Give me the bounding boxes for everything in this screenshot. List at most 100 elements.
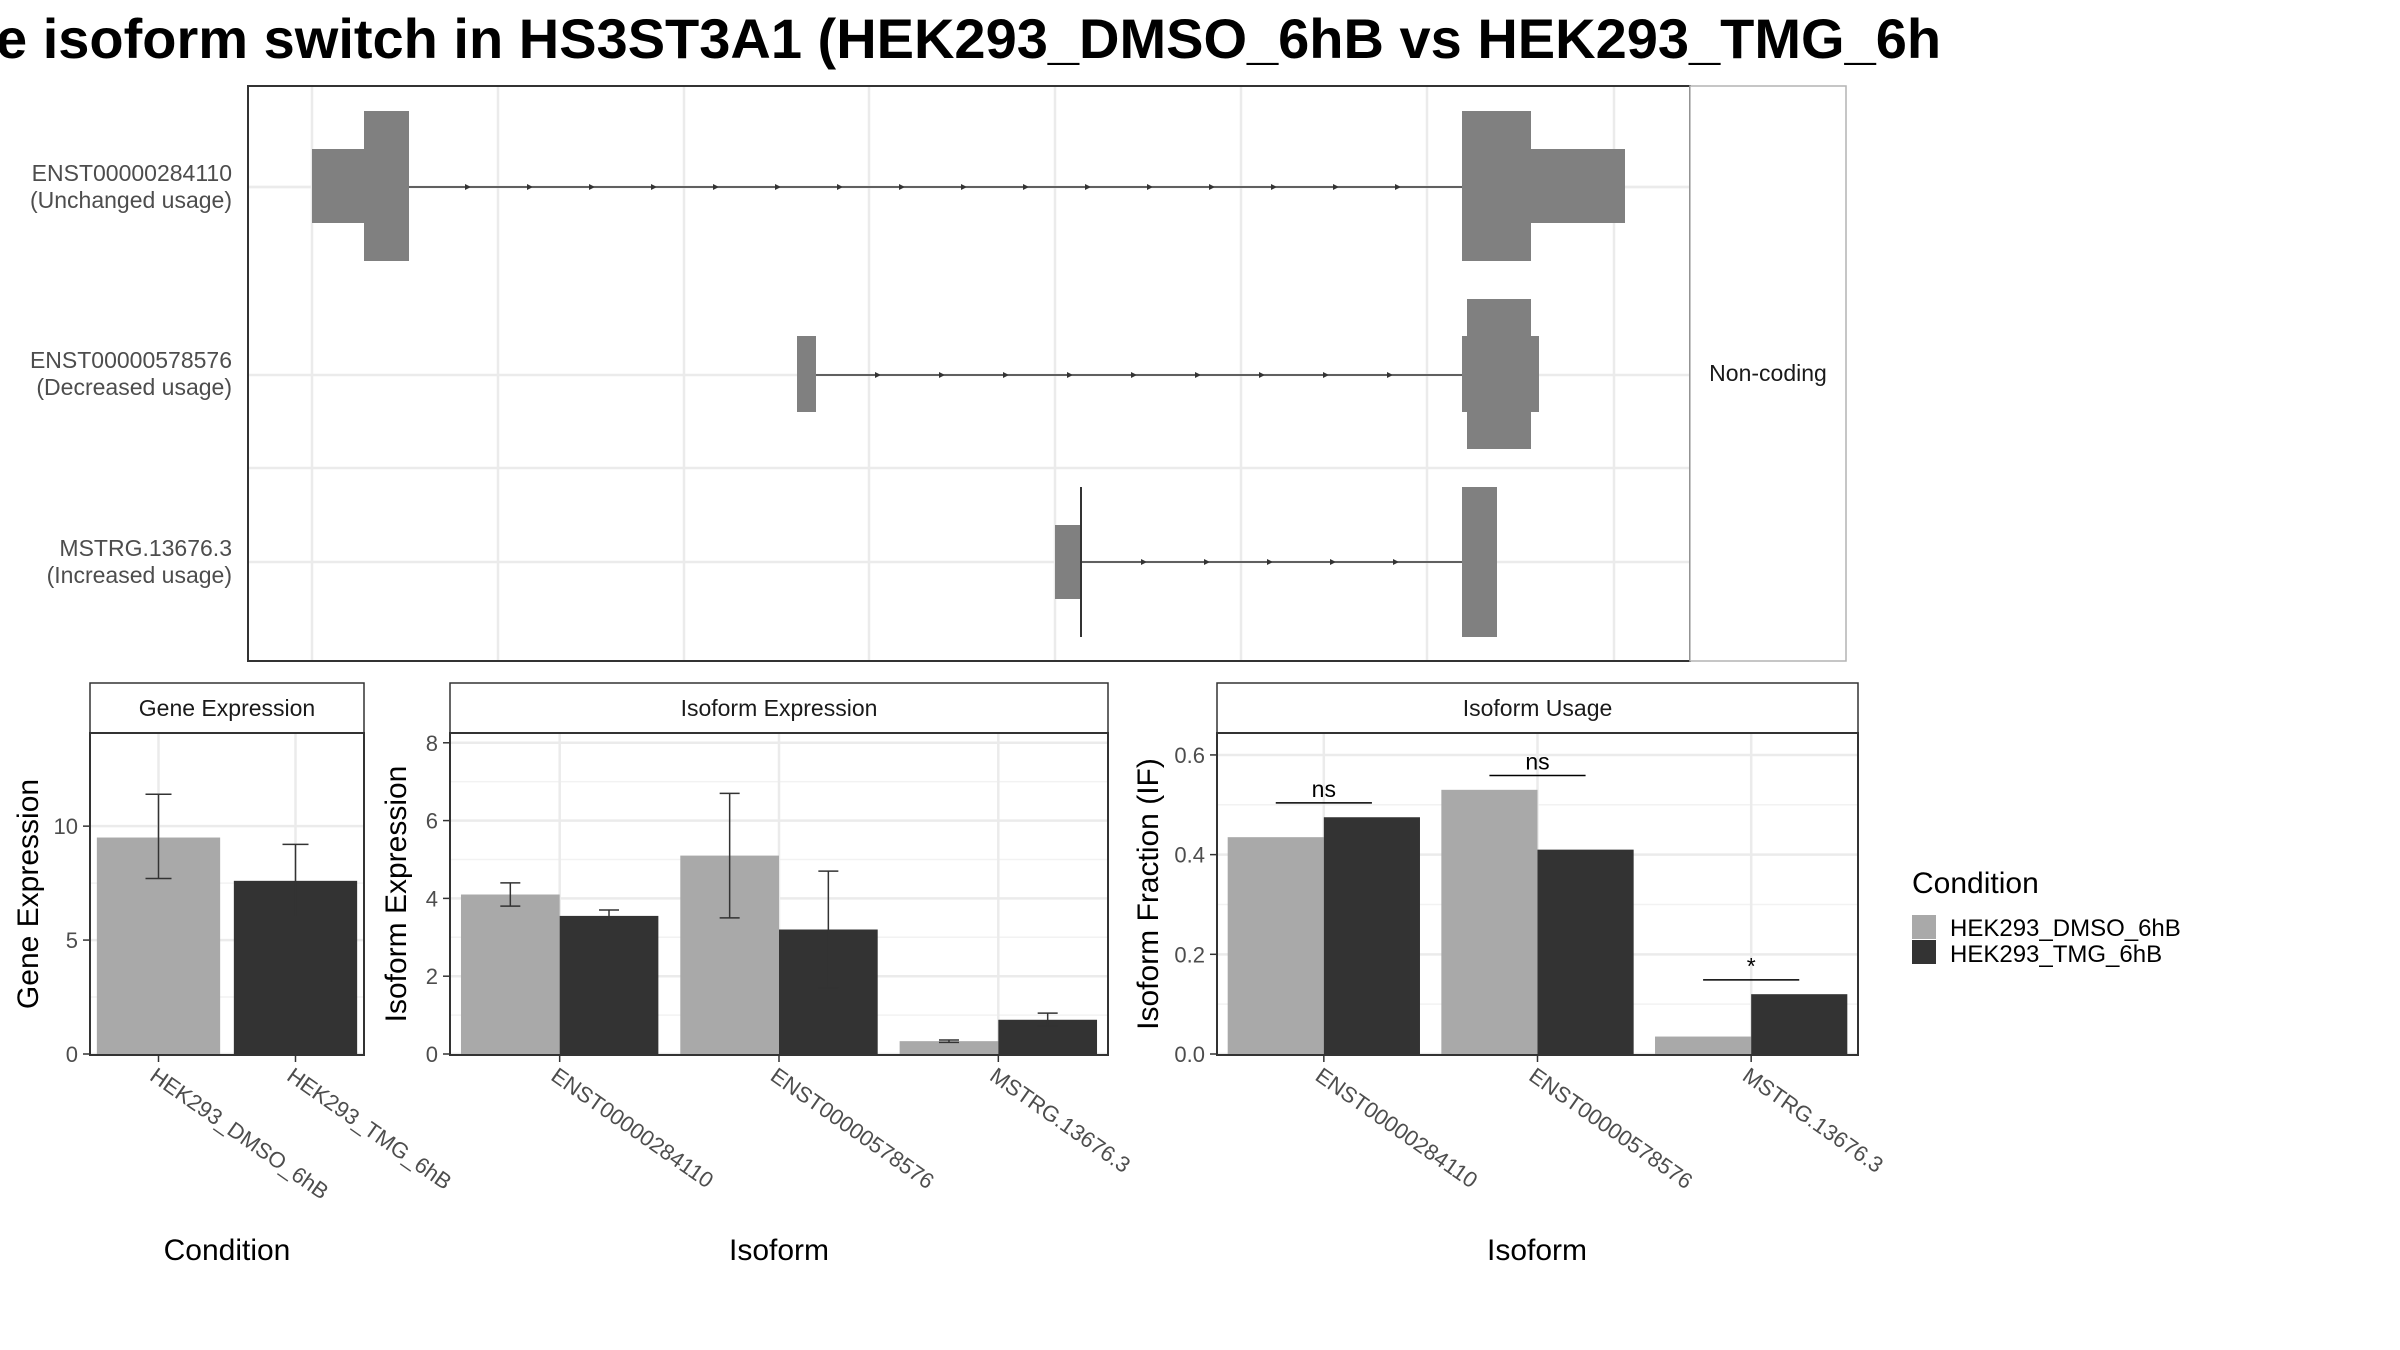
legend-title: Condition xyxy=(1912,867,2039,900)
transcript-1-usage: (Unchanged usage) xyxy=(30,187,232,213)
panel-border xyxy=(89,732,365,1056)
y-tick-label: 4 xyxy=(426,886,438,911)
exon-block xyxy=(1055,525,1080,599)
bar-HEK293_DMSO_6hB-ENST00000284110 xyxy=(1227,837,1324,1054)
intron-arrow xyxy=(1003,372,1009,378)
bar-HEK293_TMG_6hB-ENST00000578576 xyxy=(1537,849,1634,1054)
intron-arrow xyxy=(465,184,471,190)
x-tick-label: ENST00000284110 xyxy=(547,1063,718,1193)
y-tick-label: 0.6 xyxy=(1174,743,1205,768)
intron-arrow xyxy=(1267,559,1273,565)
intron-arrow xyxy=(961,184,967,190)
bar-chart-panels: Gene Expression0510HEK293_DMSO_6hBHEK293… xyxy=(12,682,1888,1267)
x-tick-label: ENST00000284110 xyxy=(1311,1063,1482,1193)
intron-arrow xyxy=(1323,372,1329,378)
panel-strip xyxy=(449,682,1109,734)
y-tick-label: 0 xyxy=(66,1042,78,1067)
figure-title: e isoform switch in HS3ST3A1 (HEK293_DMS… xyxy=(0,7,1941,70)
intron-arrow xyxy=(1195,372,1201,378)
x-tick-label: ENST00000578576 xyxy=(766,1063,939,1194)
exon-block xyxy=(1462,111,1531,261)
intron-arrow xyxy=(1209,184,1215,190)
intron-arrow xyxy=(1141,559,1147,565)
x-axis-title: Isoform xyxy=(729,1234,829,1267)
transcript-2-usage: (Decreased usage) xyxy=(36,374,232,400)
exon-block xyxy=(797,336,816,412)
panel-title: Gene Expression xyxy=(139,695,315,721)
intron-arrow xyxy=(1131,372,1137,378)
chart-panel-2: Isoform Expression 0 2 4 6 8 ENST00000284110 EN… xyxy=(380,682,1135,1267)
panel-title: Isoform Expression xyxy=(681,695,878,721)
bar-HEK293_TMG_6hB-MSTRG.13676.3 xyxy=(1751,994,1848,1054)
bar-HEK293_DMSO_6hB-ENST00000284110 xyxy=(460,894,560,1054)
structure-panel-background xyxy=(248,86,1690,661)
x-tick-label: MSTRG.13676.3 xyxy=(985,1063,1135,1178)
exon-block xyxy=(312,149,364,223)
intron-arrow xyxy=(1204,559,1210,565)
transcript-3-id: MSTRG.13676.3 xyxy=(59,535,232,561)
legend-key-tmg xyxy=(1912,940,1936,964)
structure-strip xyxy=(1689,85,1847,662)
bar-HEK293_TMG_6hB-ENST00000284110 xyxy=(1323,817,1420,1054)
x-tick-label: MSTRG.13676.3 xyxy=(1738,1063,1888,1178)
intron-arrow xyxy=(1395,184,1401,190)
exon-block xyxy=(1462,336,1467,412)
intron-arrow xyxy=(1387,372,1393,378)
exon-block xyxy=(1531,149,1625,223)
legend-key-dmso xyxy=(1912,915,1936,939)
intron-arrow xyxy=(899,184,905,190)
intron-arrow xyxy=(651,184,657,190)
y-axis-title: Gene Expression xyxy=(12,779,45,1009)
significance-label: ns xyxy=(1525,748,1549,774)
bar-HEK293_DMSO_6hB-MSTRG.13676.3 xyxy=(899,1041,999,1054)
exon-block xyxy=(1462,487,1497,637)
intron-arrow xyxy=(1333,184,1339,190)
y-axis-title: Isoform Fraction (IF) xyxy=(1132,758,1165,1030)
structure-marks xyxy=(312,111,1625,637)
x-axis-title: Condition xyxy=(164,1234,291,1267)
exon-block xyxy=(1531,336,1539,412)
intron-arrow xyxy=(875,372,881,378)
legend-label-dmso: HEK293_DMSO_6hB xyxy=(1950,915,2181,942)
transcript-3-usage: (Increased usage) xyxy=(47,562,232,588)
intron-arrow xyxy=(1330,559,1336,565)
intron-arrow xyxy=(775,184,781,190)
y-axis-title: Isoform Expression xyxy=(380,766,413,1023)
panel-strip xyxy=(89,682,365,734)
bar-HEK293_DMSO_6hB-ENST00000578576 xyxy=(1441,789,1538,1054)
legend: Condition HEK293_DMSO_6hB HEK293_TMG_6hB xyxy=(1912,867,2181,968)
significance-label: ns xyxy=(1312,776,1336,802)
y-tick-label: 0.2 xyxy=(1174,942,1205,967)
intron-arrow xyxy=(1067,372,1073,378)
y-tick-label: 0.4 xyxy=(1174,843,1205,868)
intron-arrow xyxy=(1023,184,1029,190)
exon-block xyxy=(364,111,409,261)
y-tick-label: 8 xyxy=(426,731,438,756)
x-axis-title: Isoform xyxy=(1487,1234,1587,1267)
intron-arrow xyxy=(1147,184,1153,190)
exon-block xyxy=(1467,299,1531,449)
transcript-1-id: ENST00000284110 xyxy=(32,160,232,186)
panel-title: Isoform Usage xyxy=(1463,695,1613,721)
intron-arrow xyxy=(837,184,843,190)
noncoding-strip-label: Non-coding xyxy=(1709,360,1827,386)
y-tick-label: 10 xyxy=(54,814,78,839)
panel-strip xyxy=(1216,682,1859,734)
y-tick-label: 0 xyxy=(426,1042,438,1067)
intron-arrow xyxy=(939,372,945,378)
intron-arrow xyxy=(527,184,533,190)
chart-panel-3: Isoform Usage ns ns * 0.0 0.2 0.4 0.6 ENST000002… xyxy=(1132,682,1888,1267)
bar-HEK293_DMSO_6hB-MSTRG.13676.3 xyxy=(1655,1036,1752,1054)
intron-arrow xyxy=(589,184,595,190)
y-tick-label: 2 xyxy=(426,964,438,989)
y-tick-label: 0.0 xyxy=(1174,1042,1205,1067)
intron-arrow xyxy=(713,184,719,190)
intron-arrow xyxy=(1271,184,1277,190)
transcript-2-id: ENST00000578576 xyxy=(30,347,232,373)
legend-label-tmg: HEK293_TMG_6hB xyxy=(1950,941,2162,968)
intron-arrow xyxy=(1393,559,1399,565)
bar-HEK293_TMG_6hB-ENST00000284110 xyxy=(559,915,659,1054)
y-tick-label: 6 xyxy=(426,809,438,834)
significance-label: * xyxy=(1747,953,1756,979)
